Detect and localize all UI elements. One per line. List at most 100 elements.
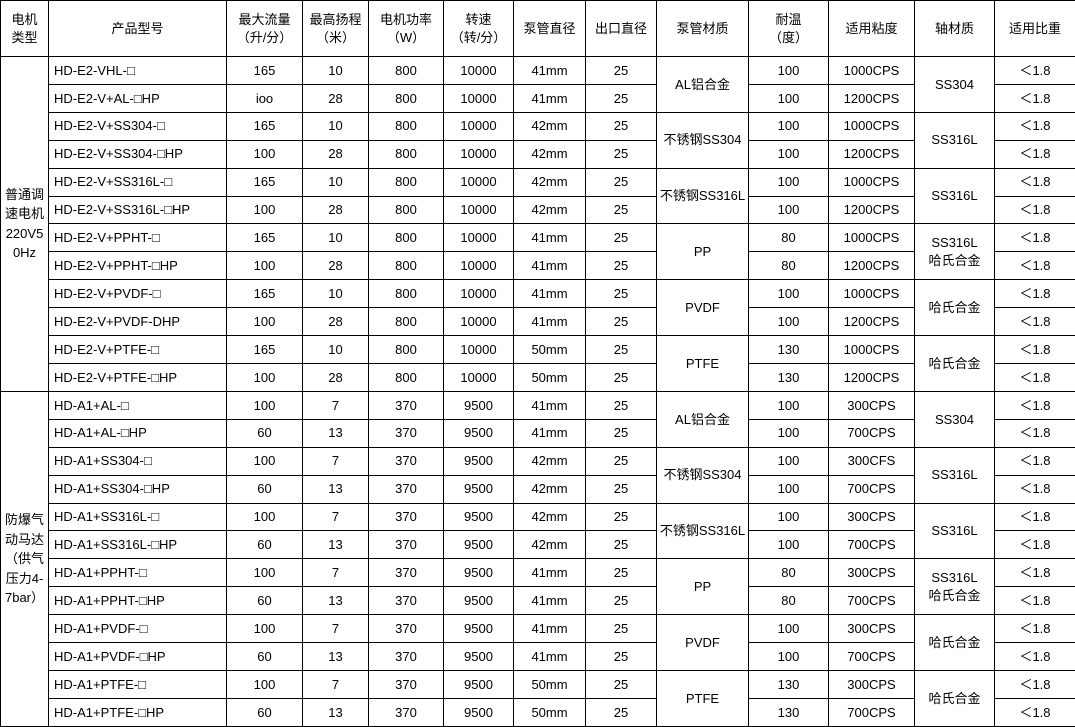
viscosity-cell: 1000CPS	[828, 279, 915, 309]
temp-cell: 100	[748, 642, 829, 671]
power-cell: 370	[368, 474, 444, 504]
gravity-cell: ＜1.8	[994, 642, 1075, 671]
outlet-diameter-cell: 25	[585, 669, 657, 699]
max-head-cell: 13	[302, 586, 369, 616]
viscosity-cell: 700CPS	[828, 418, 915, 448]
outlet-diameter-cell: 25	[585, 251, 657, 281]
table-body: 普通调速电机220V50Hz HD-E2-VHL-□ 165 10 800 10000 41…	[0, 56, 1075, 727]
tube-diameter-header: 泵管直径	[513, 0, 586, 57]
temp-cell: 100	[748, 307, 829, 337]
max-flow-cell: 165	[226, 279, 303, 309]
temp-cell: 80	[748, 586, 829, 616]
tube-material-cell: 不锈钢SS316L	[656, 167, 749, 225]
max-head-cell: 10	[302, 167, 369, 197]
gravity-cell: ＜1.8	[994, 614, 1075, 644]
viscosity-cell: 1000CPS	[828, 56, 915, 85]
motor-type-cell: 防爆气动马达（供气压力4-7bar）	[0, 390, 49, 727]
power-cell: 800	[368, 362, 444, 392]
table-row: HD-E2-V+PTFE-□HP 100 28 800 10000 50mm 25 130 12…	[1, 362, 1075, 392]
table-row: HD-E2-V+PVDF-□ 165 10 800 10000 41mm 25 PVDF 100…	[1, 279, 1075, 337]
shaft-material-cell: SS316L	[914, 446, 995, 504]
speed-cell: 9500	[443, 697, 514, 727]
outlet-diameter-cell: 25	[585, 558, 657, 588]
shaft-material-cell: SS304	[914, 390, 995, 448]
power-cell: 370	[368, 390, 444, 420]
viscosity-cell: 1200CPS	[828, 307, 915, 337]
viscosity-cell: 700CPS	[828, 642, 915, 671]
tube-diameter-cell: 41mm	[513, 223, 586, 253]
viscosity-cell: 1200CPS	[828, 195, 915, 225]
tube-material-cell: PTFE	[656, 669, 749, 727]
gravity-cell: ＜1.8	[994, 83, 1075, 113]
gravity-cell: ＜1.8	[994, 669, 1075, 699]
max-flow-cell: 100	[226, 362, 303, 392]
max-flow-cell: 100	[226, 558, 303, 588]
tube-diameter-cell: 42mm	[513, 167, 586, 197]
shaft-material-cell: SS316L	[914, 167, 995, 225]
max-flow-cell: 165	[226, 56, 303, 85]
speed-cell: 9500	[443, 502, 514, 532]
max-flow-cell: 100	[226, 502, 303, 532]
model-cell: HD-A1+SS304-□HP	[48, 474, 227, 504]
temp-cell: 100	[748, 167, 829, 197]
speed-cell: 10000	[443, 195, 514, 225]
gravity-cell: ＜1.8	[994, 195, 1075, 225]
viscosity-cell: 1000CPS	[828, 335, 915, 364]
gravity-cell: ＜1.8	[994, 223, 1075, 253]
outlet-diameter-cell: 25	[585, 362, 657, 392]
temp-cell: 100	[748, 502, 829, 532]
tube-diameter-cell: 50mm	[513, 697, 586, 727]
outlet-diameter-cell: 25	[585, 586, 657, 616]
shaft-material-cell: 哈氏合金	[914, 279, 995, 337]
outlet-diameter-cell: 25	[585, 167, 657, 197]
model-header: 产品型号	[48, 0, 227, 57]
gravity-cell: ＜1.8	[994, 139, 1075, 169]
viscosity-cell: 300CPS	[828, 614, 915, 644]
outlet-diameter-cell: 25	[585, 139, 657, 169]
model-cell: HD-A1+PTFE-□	[48, 669, 227, 699]
model-cell: HD-E2-V+PVDF-DHP	[48, 307, 227, 337]
viscosity-cell: 1000CPS	[828, 167, 915, 197]
max-flow-cell: 165	[226, 223, 303, 253]
viscosity-cell: 300CPS	[828, 390, 915, 420]
viscosity-cell: 700CPS	[828, 586, 915, 616]
max-head-cell: 7	[302, 446, 369, 476]
table-row: 防爆气动马达（供气压力4-7bar） HD-A1+AL-□ 100 7 370 9500 4…	[0, 390, 1075, 727]
model-cell: HD-A1+PTFE-□HP	[48, 697, 227, 727]
temp-header: 耐温 （度）	[748, 0, 829, 57]
power-cell: 800	[368, 139, 444, 169]
max-head-cell: 28	[302, 83, 369, 113]
model-cell: HD-A1+SS316L-□	[48, 502, 227, 532]
temp-cell: 100	[748, 418, 829, 448]
table-row: HD-E2-V+PPHT-□HP 100 28 800 10000 41mm 25 80 120…	[1, 251, 1075, 281]
speed-cell: 9500	[443, 558, 514, 588]
table-row: HD-A1+PVDF-□HP 60 13 370 9500 41mm 25 100 700CPS…	[1, 642, 1075, 671]
temp-cell: 80	[748, 223, 829, 253]
max-flow-cell: 60	[226, 642, 303, 671]
max-head-cell: 7	[302, 558, 369, 588]
motor-type-cell: 普通调速电机220V50Hz	[0, 56, 49, 392]
model-cell: HD-A1+SS304-□	[48, 446, 227, 476]
gravity-cell: ＜1.8	[994, 111, 1075, 141]
outlet-diameter-cell: 25	[585, 697, 657, 727]
max-head-cell: 7	[302, 614, 369, 644]
gravity-cell: ＜1.8	[994, 446, 1075, 476]
outlet-diameter-cell: 25	[585, 111, 657, 141]
max-head-cell: 13	[302, 530, 369, 560]
viscosity-cell: 700CPS	[828, 474, 915, 504]
tube-diameter-cell: 41mm	[513, 586, 586, 616]
temp-cell: 130	[748, 335, 829, 364]
table-row: HD-A1+SS304-□HP 60 13 370 9500 42mm 25 100 700CP…	[1, 474, 1075, 504]
table-row: HD-E2-V+PVDF-DHP 100 28 800 10000 41mm 25 100 12…	[1, 307, 1075, 337]
speed-cell: 10000	[443, 307, 514, 337]
table-row: HD-E2-V+SS304-□ 165 10 800 10000 42mm 25 不锈钢SS3…	[1, 111, 1075, 169]
table-row: HD-E2-V+PPHT-□ 165 10 800 10000 41mm 25 PP 80 100…	[1, 223, 1075, 281]
outlet-diameter-cell: 25	[585, 418, 657, 448]
shaft-material-cell: SS316L 哈氏合金	[914, 558, 995, 616]
speed-cell: 10000	[443, 167, 514, 197]
viscosity-header: 适用粘度	[828, 0, 915, 57]
model-cell: HD-A1+AL-□HP	[48, 418, 227, 448]
tube-diameter-cell: 41mm	[513, 418, 586, 448]
power-cell: 370	[368, 697, 444, 727]
tube-material-cell: PTFE	[656, 335, 749, 392]
